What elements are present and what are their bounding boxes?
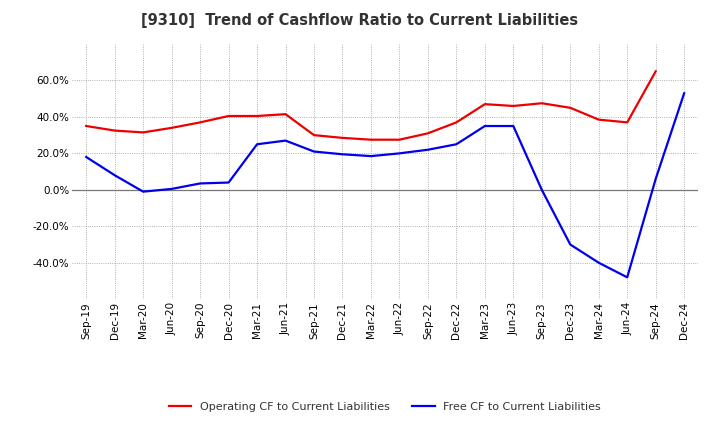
Operating CF to Current Liabilities [167,125,176,131]
Operating CF to Current Liabilities [338,135,347,140]
Operating CF to Current Liabilities [652,69,660,74]
Operating CF to Current Liabilities [366,137,375,143]
Text: [9310]  Trend of Cashflow Ratio to Current Liabilities: [9310] Trend of Cashflow Ratio to Curren… [141,13,579,28]
Operating CF to Current Liabilities [566,105,575,110]
Free CF to Current Liabilities [423,147,432,152]
Free CF to Current Liabilities [225,180,233,185]
Free CF to Current Liabilities [366,154,375,159]
Operating CF to Current Liabilities [595,117,603,122]
Operating CF to Current Liabilities [310,132,318,138]
Free CF to Current Liabilities [139,189,148,194]
Free CF to Current Liabilities [253,142,261,147]
Operating CF to Current Liabilities [253,114,261,119]
Line: Operating CF to Current Liabilities: Operating CF to Current Liabilities [86,71,656,140]
Operating CF to Current Liabilities [537,101,546,106]
Free CF to Current Liabilities [196,181,204,186]
Legend: Operating CF to Current Liabilities, Free CF to Current Liabilities: Operating CF to Current Liabilities, Fre… [169,402,601,412]
Operating CF to Current Liabilities [395,137,404,143]
Free CF to Current Liabilities [566,242,575,247]
Free CF to Current Liabilities [452,142,461,147]
Operating CF to Current Liabilities [225,114,233,119]
Free CF to Current Liabilities [110,172,119,178]
Operating CF to Current Liabilities [509,103,518,109]
Operating CF to Current Liabilities [423,131,432,136]
Free CF to Current Liabilities [595,260,603,265]
Free CF to Current Liabilities [82,154,91,160]
Free CF to Current Liabilities [680,91,688,96]
Operating CF to Current Liabilities [623,120,631,125]
Free CF to Current Liabilities [338,152,347,157]
Operating CF to Current Liabilities [196,120,204,125]
Free CF to Current Liabilities [623,275,631,280]
Free CF to Current Liabilities [310,149,318,154]
Operating CF to Current Liabilities [282,111,290,117]
Free CF to Current Liabilities [537,187,546,192]
Free CF to Current Liabilities [652,176,660,182]
Operating CF to Current Liabilities [452,120,461,125]
Free CF to Current Liabilities [480,123,489,128]
Free CF to Current Liabilities [282,138,290,143]
Free CF to Current Liabilities [395,151,404,156]
Line: Free CF to Current Liabilities: Free CF to Current Liabilities [86,93,684,277]
Operating CF to Current Liabilities [82,123,91,128]
Free CF to Current Liabilities [509,123,518,128]
Operating CF to Current Liabilities [110,128,119,133]
Operating CF to Current Liabilities [480,102,489,107]
Free CF to Current Liabilities [167,186,176,191]
Operating CF to Current Liabilities [139,130,148,135]
